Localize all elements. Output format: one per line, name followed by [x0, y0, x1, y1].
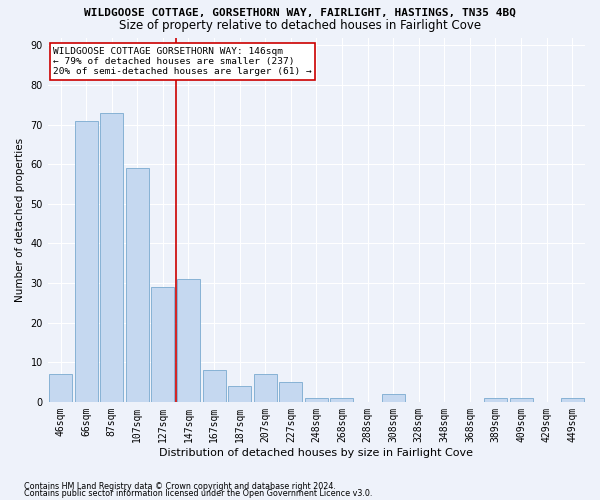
Bar — [305, 398, 328, 402]
Bar — [560, 398, 584, 402]
Bar — [126, 168, 149, 402]
Bar — [100, 112, 123, 402]
Bar — [254, 374, 277, 402]
Text: Contains HM Land Registry data © Crown copyright and database right 2024.: Contains HM Land Registry data © Crown c… — [24, 482, 336, 491]
Bar — [151, 287, 175, 402]
Text: Size of property relative to detached houses in Fairlight Cove: Size of property relative to detached ho… — [119, 19, 481, 32]
Text: Contains public sector information licensed under the Open Government Licence v3: Contains public sector information licen… — [24, 489, 373, 498]
X-axis label: Distribution of detached houses by size in Fairlight Cove: Distribution of detached houses by size … — [160, 448, 473, 458]
Text: WILDGOOSE COTTAGE, GORSETHORN WAY, FAIRLIGHT, HASTINGS, TN35 4BQ: WILDGOOSE COTTAGE, GORSETHORN WAY, FAIRL… — [84, 8, 516, 18]
Text: WILDGOOSE COTTAGE GORSETHORN WAY: 146sqm
← 79% of detached houses are smaller (2: WILDGOOSE COTTAGE GORSETHORN WAY: 146sqm… — [53, 46, 312, 76]
Bar — [509, 398, 533, 402]
Bar — [484, 398, 507, 402]
Bar — [49, 374, 72, 402]
Bar — [74, 120, 98, 402]
Y-axis label: Number of detached properties: Number of detached properties — [15, 138, 25, 302]
Bar — [280, 382, 302, 402]
Bar — [203, 370, 226, 402]
Bar — [382, 394, 404, 402]
Bar — [177, 279, 200, 402]
Bar — [331, 398, 353, 402]
Bar — [228, 386, 251, 402]
